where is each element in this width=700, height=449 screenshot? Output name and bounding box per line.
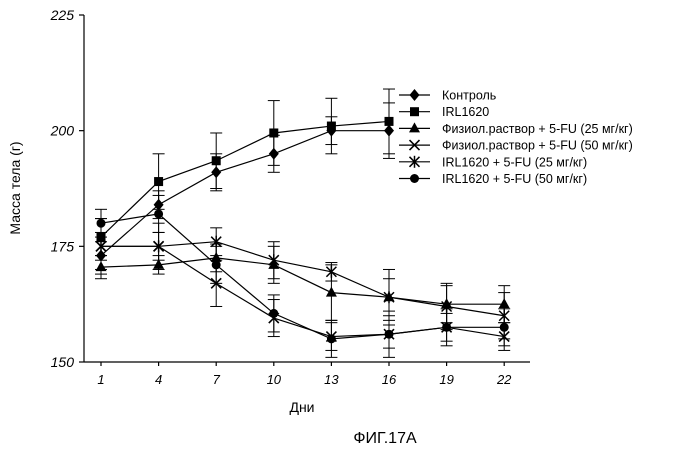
series-square	[95, 88, 395, 257]
triangle-marker	[409, 122, 420, 133]
series-star	[95, 218, 511, 340]
x-marker	[408, 139, 421, 151]
legend-label: IRL1620	[442, 105, 489, 119]
series-line	[100, 213, 505, 340]
series-line	[101, 241, 505, 317]
x-tick-label: 4	[155, 372, 162, 387]
legend-entry: Физиол.раствор + 5-FU (50 мг/кг)	[399, 139, 633, 153]
chart-plot-area	[95, 88, 511, 358]
x-tick-label: 16	[382, 372, 397, 387]
legend-label: Физиол.раствор + 5-FU (25 мг/кг)	[442, 122, 633, 136]
legend-entry: Физиол.раствор + 5-FU (25 мг/кг)	[399, 122, 633, 136]
series-x	[95, 231, 511, 351]
star-marker	[325, 265, 337, 278]
series-diamond	[95, 102, 395, 270]
series-line	[100, 257, 505, 305]
series-line	[100, 130, 389, 257]
figure-caption: ФИГ.17А	[353, 430, 417, 447]
y-tick-label: 225	[50, 7, 75, 23]
x-tick-label: 1	[97, 372, 104, 387]
star-marker	[383, 291, 395, 304]
square-marker	[211, 156, 221, 166]
x-tick-label: 22	[496, 372, 512, 387]
x-tick-label: 13	[324, 372, 339, 387]
circle-marker	[410, 174, 419, 183]
legend-label: Физиол.раствор + 5-FU (50 мг/кг)	[442, 139, 633, 153]
y-tick-label: 150	[51, 354, 75, 370]
series-circle	[95, 194, 511, 358]
circle-marker	[442, 322, 452, 332]
circle-marker	[211, 260, 221, 270]
square-marker	[269, 128, 279, 138]
series-line	[100, 120, 390, 238]
legend-label: Контроль	[442, 89, 496, 103]
square-marker	[154, 177, 164, 187]
star-marker	[268, 254, 280, 267]
x-tick-label: 7	[213, 372, 221, 387]
x-axis-title: Дни	[289, 399, 314, 415]
legend-label: IRL1620 + 5-FU (25 мг/кг)	[442, 155, 587, 169]
diamond-marker	[409, 89, 420, 101]
square-marker	[410, 107, 419, 117]
circle-marker	[269, 308, 279, 318]
chart-legend: Контроль IRL1620 Физиол.раствор + 5-FU (25…	[399, 89, 633, 186]
y-tick-label: 175	[51, 238, 75, 254]
square-marker	[326, 121, 336, 131]
y-tick-label: 200	[50, 123, 75, 139]
legend-entry: IRL1620 + 5-FU (50 мг/кг)	[399, 172, 587, 186]
circle-marker	[499, 322, 509, 332]
x-tick-label: 10	[267, 372, 282, 387]
square-marker	[384, 116, 394, 126]
legend-entry: Контроль	[399, 89, 496, 103]
circle-marker	[154, 209, 164, 219]
star-marker	[153, 240, 165, 253]
legend-label: IRL1620 + 5-FU (50 мг/кг)	[442, 172, 587, 186]
circle-marker	[96, 218, 106, 228]
triangle-marker	[325, 286, 337, 297]
star-marker	[210, 235, 222, 248]
star-marker	[408, 155, 421, 168]
chart-ticks: 150 175 200 225 1 4 7 10 13 16 19 22	[50, 7, 513, 387]
star-marker	[95, 240, 107, 253]
y-axis-title: Масса тела (г)	[7, 141, 23, 234]
circle-marker	[384, 329, 394, 339]
circle-marker	[326, 334, 336, 344]
legend-entry: IRL1620 + 5-FU (25 мг/кг)	[399, 155, 587, 169]
legend-entry: IRL1620	[399, 105, 489, 119]
x-tick-label: 19	[439, 372, 453, 387]
